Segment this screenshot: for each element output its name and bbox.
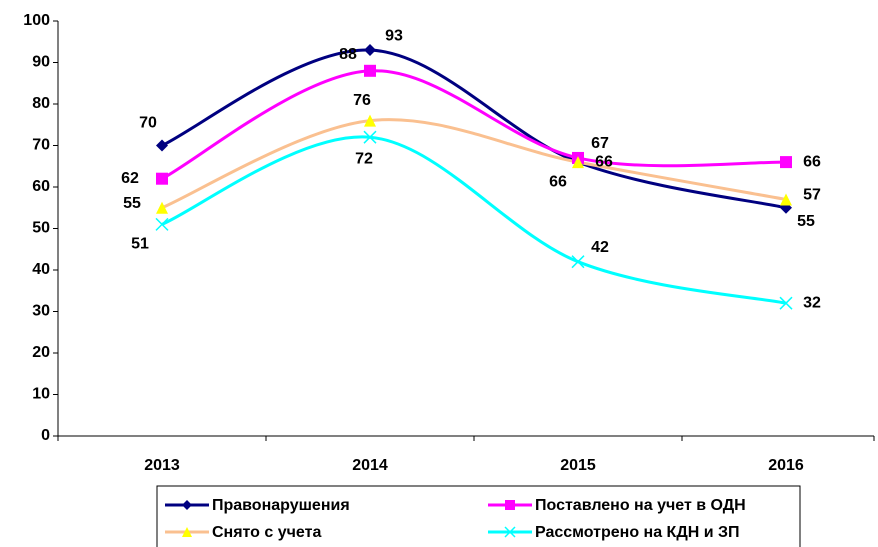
data-label: 66 [803,153,821,170]
legend-marker [504,526,516,538]
series-line [161,69,787,181]
series-line [161,135,787,305]
data-label: 55 [123,195,141,212]
x-tick-label: 2016 [768,457,804,474]
legend-label: Правонарушения [212,497,350,514]
series-line [161,48,787,210]
data-label: 57 [803,187,821,204]
legend-marker [182,500,192,510]
legend-label: Поставлено на учет в ОДН [535,497,746,514]
legend-label: Снято с учета [212,524,321,541]
data-label: 55 [797,213,815,230]
y-tick-label: 60 [32,178,50,195]
data-point [780,156,792,169]
y-tick-label: 100 [23,12,50,29]
data-point [156,139,168,152]
data-point [780,193,792,206]
y-tick-label: 90 [32,54,50,71]
y-tick-label: 80 [32,95,50,112]
data-point [572,156,584,169]
y-tick-label: 20 [32,344,50,361]
x-tick-label: 2014 [352,457,388,474]
data-label: 66 [549,173,567,190]
data-point [363,130,377,144]
data-label: 72 [355,150,373,167]
data-point [779,296,793,310]
y-tick-label: 0 [41,427,50,444]
data-label: 32 [803,294,821,311]
data-label: 76 [353,92,371,109]
data-point [155,217,169,231]
data-label: 66 [595,153,613,170]
data-point [156,201,168,214]
y-tick-label: 30 [32,303,50,320]
data-label: 70 [139,115,157,132]
data-label: 51 [131,236,149,253]
data-label: 93 [385,27,403,44]
legend-label: Рассмотрено на КДН и ЗП [535,524,740,541]
legend-marker [505,500,515,510]
data-label: 62 [121,170,139,187]
y-tick-label: 40 [32,261,50,278]
data-point [156,172,168,185]
data-point [364,44,376,57]
data-label: 42 [591,239,609,256]
data-label: 88 [339,46,357,63]
y-tick-label: 50 [32,220,50,237]
data-label: 67 [591,135,609,152]
y-tick-label: 10 [32,386,50,403]
x-tick-label: 2013 [144,457,180,474]
series-line [161,118,787,210]
data-point [571,255,585,269]
x-tick-label: 2015 [560,457,596,474]
legend-box [156,485,801,547]
data-point [364,64,376,77]
data-point [364,114,376,127]
legend-marker [182,527,192,537]
y-tick-label: 70 [32,137,50,154]
